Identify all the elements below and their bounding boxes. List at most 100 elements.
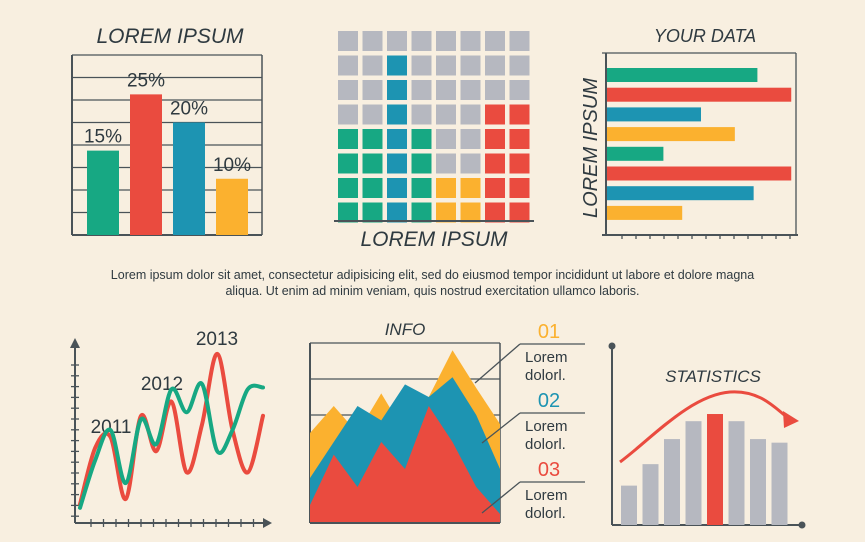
bar bbox=[728, 421, 745, 525]
grid-cell bbox=[485, 129, 505, 149]
grid-cell bbox=[436, 178, 456, 198]
grid-cell bbox=[436, 55, 456, 76]
grid-cell bbox=[509, 202, 530, 223]
annotation-2013: 2013 bbox=[196, 329, 238, 350]
grid-cell bbox=[338, 178, 358, 198]
grid-cell bbox=[460, 153, 481, 174]
grid-cell bbox=[362, 178, 383, 198]
bar bbox=[771, 442, 788, 525]
grid-cell bbox=[387, 178, 407, 198]
trend-line bbox=[619, 390, 789, 464]
grid-cell bbox=[436, 202, 456, 223]
grid-cell bbox=[338, 80, 358, 100]
grid-cell bbox=[362, 80, 383, 100]
grid-cell bbox=[338, 202, 358, 223]
info-area-chart: INFO 01Loremdolorl.02Loremdolorl.03Lorem… bbox=[309, 320, 585, 524]
bar bbox=[685, 421, 702, 525]
yearly-line-chart: 2011 2012 2013 bbox=[70, 329, 272, 528]
grid-cell bbox=[460, 129, 481, 149]
horizontal-bar bbox=[607, 186, 754, 201]
bar bbox=[130, 94, 162, 235]
grid-cell bbox=[460, 178, 481, 198]
grid-cell bbox=[485, 153, 505, 174]
grid-cell bbox=[411, 153, 432, 174]
bar bbox=[87, 150, 119, 235]
grid-cell bbox=[338, 153, 358, 174]
grid-cell bbox=[387, 55, 407, 76]
legend-number: 01 bbox=[538, 321, 560, 343]
annotation-2011: 2011 bbox=[91, 417, 132, 438]
grid-cell bbox=[460, 104, 481, 125]
grid-cell bbox=[411, 55, 432, 76]
highlighted-bar bbox=[707, 414, 723, 525]
y-axis-arrow bbox=[70, 338, 80, 348]
grid-cell bbox=[362, 31, 383, 51]
horizontal-chart-ylabel: LOREM IPSUM bbox=[580, 78, 602, 218]
horizontal-bar bbox=[607, 166, 792, 181]
grid-cell bbox=[338, 55, 358, 76]
area-series bbox=[310, 406, 500, 523]
description-paragraph: Lorem ipsum dolor sit amet, consectetur … bbox=[110, 268, 755, 298]
grid-cell bbox=[411, 129, 432, 149]
grid-cell bbox=[436, 31, 456, 51]
bar bbox=[173, 122, 205, 235]
grid-cell bbox=[485, 178, 505, 198]
trend-arrow-icon bbox=[783, 411, 799, 428]
grid-cell bbox=[485, 202, 505, 223]
grid-cell bbox=[509, 80, 530, 100]
x-axis-arrow bbox=[263, 518, 272, 528]
x-axis-dot bbox=[798, 521, 806, 529]
bar-value-label: 20% bbox=[170, 99, 208, 120]
percent-bar-chart: LOREM IPSUM 15% 25%20% 10% bbox=[71, 25, 263, 236]
horizontal-bar bbox=[607, 205, 683, 220]
grid-cell bbox=[387, 31, 407, 51]
horizontal-bar bbox=[607, 107, 701, 122]
legend-leader bbox=[481, 481, 521, 514]
grid-cell bbox=[436, 80, 456, 100]
grid-cell bbox=[387, 80, 407, 100]
bar-value-label: 15% bbox=[84, 127, 122, 148]
grid-cell bbox=[436, 153, 456, 174]
grid-cell bbox=[411, 202, 432, 223]
bar-chart-title: LOREM IPSUM bbox=[96, 25, 244, 48]
area-chart-title: INFO bbox=[385, 320, 426, 339]
grid-cell bbox=[485, 55, 505, 76]
grid-cell bbox=[362, 202, 383, 223]
horizontal-bar-chart: YOUR DATA LOREM IPSUM bbox=[580, 26, 798, 239]
grid-cell bbox=[362, 129, 383, 149]
horizontal-bar bbox=[607, 87, 792, 102]
bar-value-label: 10% bbox=[213, 155, 251, 176]
grid-cell bbox=[338, 129, 358, 149]
y-axis-dot bbox=[608, 342, 616, 350]
legend-text: Lorem bbox=[525, 487, 568, 504]
grid-cell bbox=[411, 178, 432, 198]
grid-cell bbox=[338, 31, 358, 51]
horizontal-bar bbox=[607, 127, 735, 142]
legend-text: Lorem bbox=[525, 349, 568, 366]
grid-cell bbox=[362, 55, 383, 76]
legend-text: dolorl. bbox=[525, 436, 566, 453]
horizontal-chart-title: YOUR DATA bbox=[654, 26, 756, 46]
grid-cell bbox=[460, 31, 481, 51]
grid-cell bbox=[485, 80, 505, 100]
legend-text: dolorl. bbox=[525, 505, 566, 522]
horizontal-bar bbox=[607, 146, 664, 161]
grid-cell bbox=[509, 129, 530, 149]
legend-text: dolorl. bbox=[525, 367, 566, 384]
bar bbox=[664, 439, 680, 525]
grid-cell bbox=[460, 202, 481, 223]
grid-cell bbox=[436, 129, 456, 149]
bar bbox=[642, 464, 659, 525]
grid-cell bbox=[509, 31, 530, 51]
grid-cell bbox=[485, 31, 505, 51]
bar-value-label: 25% bbox=[127, 70, 165, 91]
legend-number: 02 bbox=[538, 390, 560, 412]
statistics-chart-title: STATISTICS bbox=[665, 367, 761, 386]
grid-cell bbox=[509, 178, 530, 198]
bar bbox=[216, 178, 248, 235]
series-line bbox=[78, 381, 265, 510]
grid-cell bbox=[436, 104, 456, 125]
grid-cell bbox=[362, 153, 383, 174]
grid-cell bbox=[509, 55, 530, 76]
horizontal-bar bbox=[607, 68, 758, 82]
